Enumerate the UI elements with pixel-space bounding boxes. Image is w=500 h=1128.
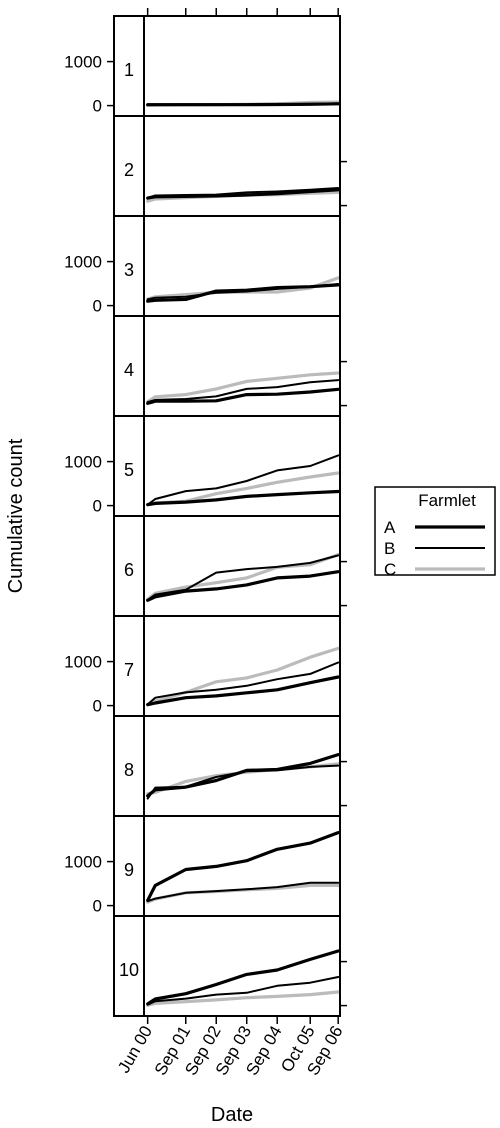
y-axis-title: Cumulative count (5, 438, 27, 593)
y-tick-label: 1000 (64, 253, 102, 272)
series-line-A (146, 188, 340, 200)
series-line-A (146, 102, 340, 107)
panel-label: 7 (124, 660, 134, 680)
series-line-B (146, 661, 340, 706)
legend-entry-label: C (384, 560, 396, 579)
y-tick-label: 0 (93, 897, 102, 916)
panel-label: 4 (124, 360, 134, 380)
y-tick-label: 0 (93, 697, 102, 716)
series-line-A (146, 283, 340, 303)
panel-label: 2 (124, 160, 134, 180)
legend-entry-label: A (384, 518, 396, 537)
panel-label: 9 (124, 860, 134, 880)
series-line-C (146, 646, 340, 706)
y-tick-label: 0 (93, 497, 102, 516)
series-line-C (146, 471, 340, 506)
x-tick-label: Jun 00 (114, 1023, 156, 1077)
legend-title: Farmlet (418, 491, 476, 510)
panel-label: 6 (124, 560, 134, 580)
series-line-C (146, 990, 340, 1007)
y-tick-label: 0 (93, 297, 102, 316)
series-line-A (146, 830, 340, 902)
series-line-A (146, 949, 340, 1006)
y-tick-label: 1000 (64, 653, 102, 672)
series-line-C (146, 276, 340, 301)
x-axis-title: Date (211, 1104, 253, 1126)
legend-box (374, 486, 496, 576)
panel-label: 10 (119, 960, 139, 980)
series-line-B (146, 554, 340, 601)
legend-entry-label: B (384, 539, 395, 558)
series-line-C (146, 552, 340, 602)
series-line-B (146, 881, 340, 903)
series-line-B (146, 454, 340, 506)
y-tick-label: 1000 (64, 453, 102, 472)
y-tick-label: 1000 (64, 53, 102, 72)
series-line-A (146, 752, 340, 798)
series-line-A (146, 675, 340, 707)
panel-label: 5 (124, 460, 134, 480)
series-line-A (146, 387, 340, 405)
y-tick-label: 0 (93, 97, 102, 116)
series-line-A (146, 489, 340, 507)
legend: Farmlet ABC (374, 486, 496, 579)
plot-frame (113, 15, 341, 1017)
y-tick-label: 1000 (64, 853, 102, 872)
series-line-A (146, 570, 340, 602)
panel-label: 8 (124, 760, 134, 780)
panel-label: 3 (124, 260, 134, 280)
panel-label: 1 (124, 60, 134, 80)
series-line-B (146, 976, 340, 1006)
series-line-C (146, 371, 340, 404)
